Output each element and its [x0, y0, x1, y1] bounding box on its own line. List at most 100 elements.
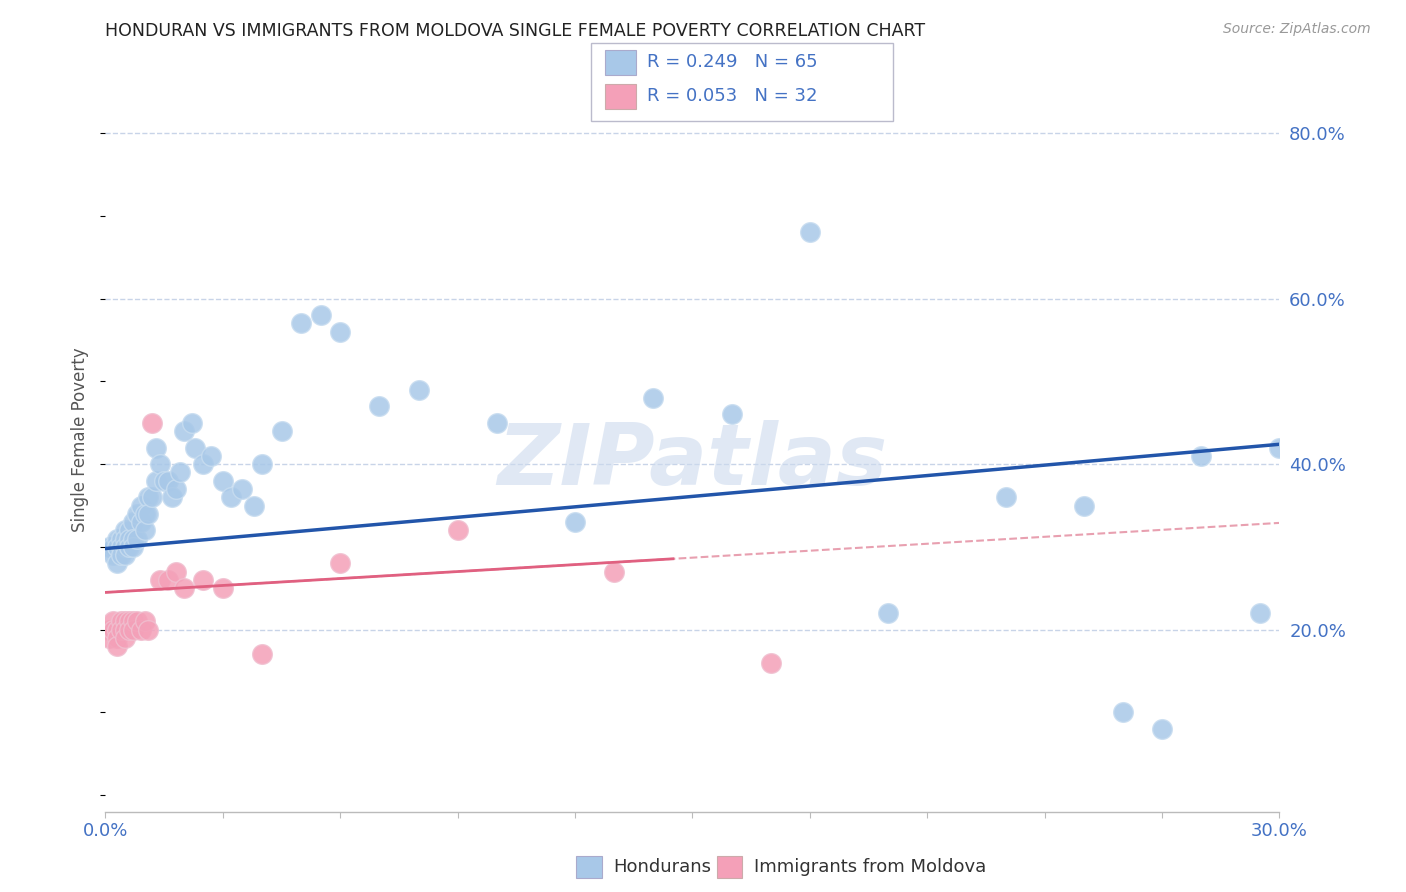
Text: Immigrants from Moldova: Immigrants from Moldova [754, 858, 986, 876]
Point [114, 532, 136, 546]
Point [110, 532, 132, 546]
Point [211, 582, 233, 596]
Y-axis label: Single Female Poverty: Single Female Poverty [72, 347, 90, 532]
Text: R = 0.249   N = 65: R = 0.249 N = 65 [647, 54, 817, 71]
Point [157, 573, 180, 587]
Text: Source: ZipAtlas.com: Source: ZipAtlas.com [1223, 22, 1371, 37]
Point [118, 532, 141, 546]
Point [125, 615, 148, 629]
Point [129, 515, 152, 529]
Point [1268, 441, 1291, 455]
Point [485, 416, 508, 430]
Point [134, 524, 156, 538]
Point [105, 639, 128, 653]
Point [180, 416, 202, 430]
Point [134, 615, 156, 629]
Point [145, 441, 167, 455]
Point [125, 532, 148, 546]
Text: Hondurans: Hondurans [613, 858, 711, 876]
Point [1112, 706, 1135, 720]
Point [114, 524, 136, 538]
Point [157, 474, 180, 488]
Point [105, 532, 128, 546]
Point [643, 391, 665, 405]
Point [105, 540, 128, 554]
Point [877, 606, 900, 620]
Point [138, 623, 160, 637]
Point [121, 532, 143, 546]
Point [110, 548, 132, 562]
Point [103, 540, 125, 554]
Point [118, 615, 141, 629]
Point [114, 623, 136, 637]
Point [211, 474, 233, 488]
Point [129, 623, 152, 637]
Point [160, 490, 183, 504]
Point [408, 383, 430, 397]
Point [1150, 722, 1173, 736]
Point [250, 648, 273, 662]
Point [173, 424, 195, 438]
Point [250, 457, 273, 471]
Point [149, 457, 172, 471]
Point [141, 416, 163, 430]
Point [446, 524, 468, 538]
Point [564, 515, 586, 529]
Point [169, 466, 191, 480]
Point [121, 615, 143, 629]
Point [1073, 499, 1095, 513]
Point [759, 656, 782, 670]
Point [368, 399, 391, 413]
Point [309, 308, 332, 322]
Text: ZIPatlas: ZIPatlas [498, 420, 887, 503]
Point [138, 490, 160, 504]
Point [103, 623, 125, 637]
Text: R = 0.053   N = 32: R = 0.053 N = 32 [647, 87, 817, 105]
Point [603, 565, 626, 579]
Point [329, 557, 352, 571]
Point [200, 449, 222, 463]
Point [129, 499, 152, 513]
Point [105, 623, 128, 637]
Point [270, 424, 292, 438]
Point [165, 482, 187, 496]
Point [1249, 606, 1271, 620]
Point [110, 540, 132, 554]
Point [165, 565, 187, 579]
Point [121, 540, 143, 554]
Point [799, 226, 821, 240]
Point [118, 524, 141, 538]
Point [114, 548, 136, 562]
Point [141, 490, 163, 504]
Point [125, 507, 148, 521]
Point [145, 474, 167, 488]
Point [173, 582, 195, 596]
Point [134, 507, 156, 521]
Point [231, 482, 253, 496]
Point [193, 457, 215, 471]
Point [329, 325, 352, 339]
Point [153, 474, 176, 488]
Point [103, 548, 125, 562]
Point [114, 540, 136, 554]
Point [219, 490, 242, 504]
Point [110, 615, 132, 629]
Point [149, 573, 172, 587]
Point [184, 441, 207, 455]
Point [114, 615, 136, 629]
Point [720, 408, 742, 422]
Point [118, 540, 141, 554]
Point [138, 507, 160, 521]
Point [121, 623, 143, 637]
Point [994, 490, 1017, 504]
Point [193, 573, 215, 587]
Point [114, 631, 136, 645]
Point [118, 623, 141, 637]
Point [243, 499, 266, 513]
Point [103, 615, 125, 629]
Point [110, 623, 132, 637]
Text: HONDURAN VS IMMIGRANTS FROM MOLDOVA SINGLE FEMALE POVERTY CORRELATION CHART: HONDURAN VS IMMIGRANTS FROM MOLDOVA SING… [105, 22, 925, 40]
Point [98, 540, 121, 554]
Point [105, 557, 128, 571]
Point [290, 317, 312, 331]
